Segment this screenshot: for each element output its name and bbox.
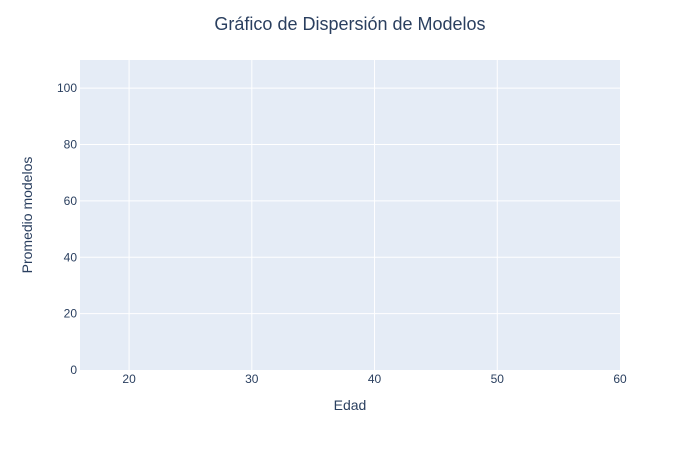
y-axis-title: Promedio modelos bbox=[19, 157, 35, 274]
plot-area bbox=[80, 60, 620, 370]
x-tick-label: 40 bbox=[368, 372, 382, 386]
y-tick-label: 0 bbox=[70, 363, 77, 377]
x-tick-label: 60 bbox=[613, 372, 627, 386]
x-axis-ticks: 20 30 40 50 60 bbox=[122, 372, 627, 386]
y-axis-ticks: 0 20 40 60 80 100 bbox=[57, 81, 77, 377]
y-tick-label: 100 bbox=[57, 81, 77, 95]
chart-title: Gráfico de Dispersión de Modelos bbox=[214, 14, 485, 34]
x-tick-label: 20 bbox=[122, 372, 136, 386]
grid-lines bbox=[80, 60, 620, 370]
y-tick-label: 20 bbox=[64, 307, 78, 321]
y-tick-label: 80 bbox=[64, 138, 78, 152]
x-tick-label: 30 bbox=[245, 372, 259, 386]
x-axis-title: Edad bbox=[334, 397, 367, 413]
y-tick-label: 40 bbox=[64, 250, 78, 264]
y-tick-label: 60 bbox=[64, 194, 78, 208]
x-tick-label: 50 bbox=[491, 372, 505, 386]
